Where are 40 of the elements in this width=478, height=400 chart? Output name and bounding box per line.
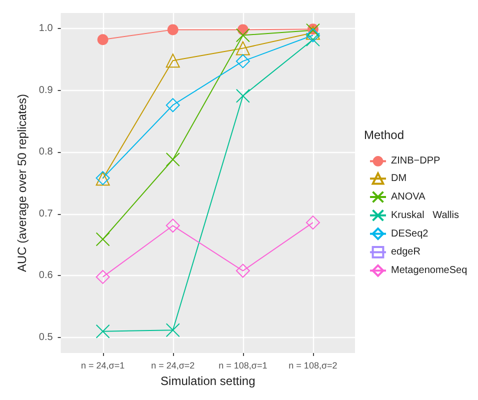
- x-tick-label: n = 108,σ=1: [218, 360, 268, 370]
- point: [166, 323, 180, 338]
- point: [306, 28, 320, 42]
- point: [96, 232, 110, 246]
- point: [166, 218, 180, 233]
- point: [96, 324, 110, 338]
- x-tick-label: n = 24,σ=1: [81, 360, 125, 370]
- point: [166, 98, 180, 112]
- legend-label: Kruskal Wallis: [391, 210, 459, 221]
- point: [236, 264, 250, 278]
- legend-label: DESeq2: [391, 228, 429, 240]
- x-tick-label: n = 24,σ=2: [151, 360, 195, 370]
- point: [306, 216, 320, 230]
- point: [306, 23, 320, 38]
- legend-label: edgeR: [391, 246, 420, 258]
- legend-label: MetagenomeSeq: [391, 265, 468, 276]
- legend-label: ANOVA: [391, 192, 426, 202]
- point: [97, 34, 108, 46]
- y-tick-label: 0.7: [38, 208, 54, 220]
- y-tick-label: 0.6: [38, 270, 54, 282]
- point: [236, 54, 250, 68]
- x-axis-title: Simulation setting: [160, 374, 256, 388]
- legend-title: Method: [364, 128, 404, 142]
- y-tick-label: 0.5: [38, 332, 54, 344]
- x-tick-label: n = 108,σ=2: [288, 360, 338, 370]
- point: [166, 152, 180, 167]
- y-tick-label: 0.8: [38, 146, 54, 158]
- y-tick-label: 1.0: [38, 22, 54, 34]
- point: [166, 54, 180, 68]
- point: [236, 28, 250, 42]
- point: [236, 88, 250, 103]
- y-tick-label: 0.9: [38, 84, 54, 96]
- point: [306, 26, 320, 40]
- point: [96, 270, 110, 284]
- point: [167, 24, 178, 36]
- legend-label: DM: [391, 173, 407, 184]
- point: [236, 41, 250, 56]
- point: [306, 32, 320, 47]
- y-axis-title: AUC (average over 50 replicates): [15, 94, 29, 272]
- legend-label: ZINB−DPP: [391, 156, 441, 167]
